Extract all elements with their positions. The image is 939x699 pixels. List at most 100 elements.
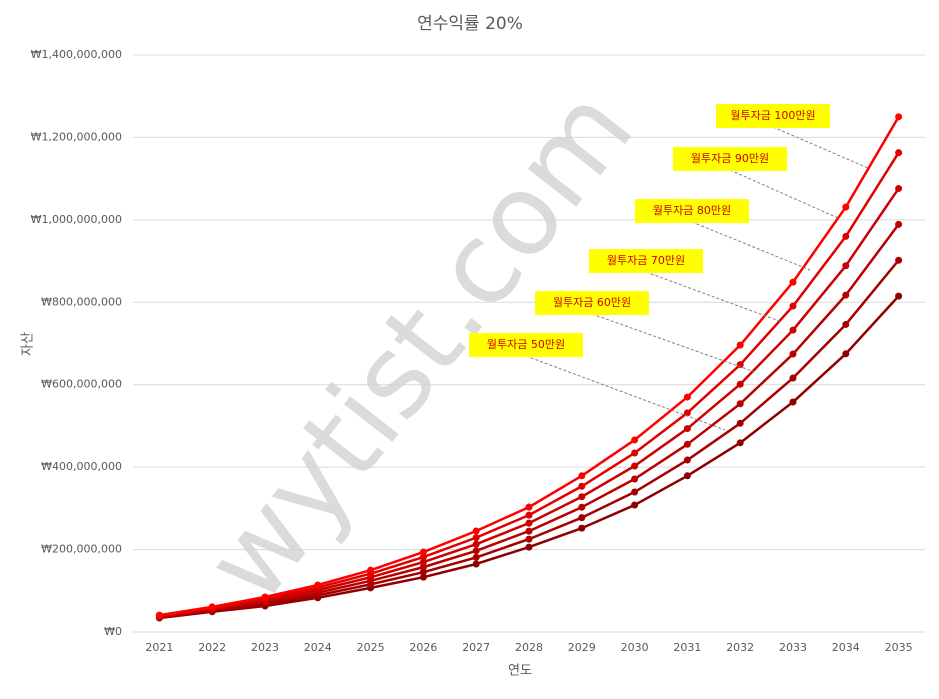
x-axis-label: 연도: [508, 664, 532, 679]
callout-label: 월투자금 70만원: [607, 254, 685, 267]
data-point: [472, 547, 480, 555]
y-tick-label: ₩1,400,000,000: [31, 48, 122, 61]
data-point: [419, 563, 427, 571]
data-point: [525, 527, 533, 535]
data-point: [631, 501, 639, 509]
data-point: [736, 400, 744, 408]
data-point: [683, 440, 691, 448]
callout-box: [716, 104, 830, 128]
data-point: [895, 149, 903, 157]
data-point: [525, 511, 533, 519]
data-point: [314, 581, 322, 589]
data-point: [789, 278, 797, 286]
data-point: [683, 472, 691, 480]
data-point: [789, 326, 797, 334]
data-point: [736, 341, 744, 349]
x-tick-label: 2022: [198, 641, 226, 654]
y-tick-label: ₩1,000,000,000: [31, 213, 122, 226]
callout-label: 월투자금 100만원: [730, 109, 815, 122]
data-point: [419, 558, 427, 566]
x-tick-label: 2023: [251, 641, 279, 654]
data-point: [631, 475, 639, 483]
callout-leader: [645, 271, 783, 323]
callout-box: [535, 291, 649, 315]
data-point: [842, 320, 850, 328]
data-point: [419, 573, 427, 581]
data-point: [631, 462, 639, 470]
data-point: [683, 456, 691, 464]
callout-label: 월투자금 80만원: [653, 204, 731, 217]
x-tick-label: 2035: [885, 641, 913, 654]
y-tick-label: ₩600,000,000: [41, 378, 122, 391]
data-point: [367, 566, 375, 574]
x-tick-label: 2024: [304, 641, 332, 654]
data-point: [525, 535, 533, 543]
callout-leader: [772, 126, 869, 169]
data-point: [789, 302, 797, 310]
x-tick-label: 2031: [673, 641, 701, 654]
x-tick-label: 2025: [357, 641, 385, 654]
data-point: [419, 568, 427, 576]
data-point: [419, 553, 427, 561]
y-tick-label: ₩1,200,000,000: [31, 130, 122, 143]
data-point: [789, 398, 797, 406]
data-point: [525, 503, 533, 511]
data-point: [261, 593, 269, 601]
data-point: [895, 256, 903, 264]
x-tick-label: 2027: [462, 641, 490, 654]
data-point: [789, 374, 797, 382]
data-point: [842, 232, 850, 240]
x-tick-label: 2029: [568, 641, 596, 654]
data-point: [578, 524, 586, 532]
data-point: [789, 350, 797, 358]
x-tick-label: 2032: [726, 641, 754, 654]
data-point: [895, 220, 903, 228]
data-point: [578, 514, 586, 522]
data-point: [631, 449, 639, 457]
data-point: [578, 493, 586, 501]
y-axis-label: 자산: [21, 332, 36, 356]
callout-leader: [591, 313, 756, 373]
callout-box: [635, 199, 749, 223]
callout-label: 월투자금 50만원: [487, 338, 565, 351]
data-point: [472, 534, 480, 542]
data-point: [842, 262, 850, 270]
x-tick-label: 2026: [409, 641, 437, 654]
callout-label: 월투자금 60만원: [553, 296, 631, 309]
data-point: [683, 409, 691, 417]
data-point: [472, 553, 480, 561]
data-point: [683, 393, 691, 401]
y-tick-label: ₩200,000,000: [41, 543, 122, 556]
data-point: [472, 560, 480, 568]
data-point: [842, 203, 850, 211]
x-tick-label: 2028: [515, 641, 543, 654]
chart-title: 연수익률 20%: [417, 14, 523, 34]
x-tick-label: 2034: [832, 641, 860, 654]
data-point: [578, 482, 586, 490]
x-tick-label: 2021: [145, 641, 173, 654]
y-tick-label: ₩400,000,000: [41, 460, 122, 473]
data-point: [472, 527, 480, 535]
callout-box: [469, 333, 583, 357]
callout-box: [673, 147, 787, 171]
data-point: [472, 540, 480, 548]
data-point: [631, 436, 639, 444]
data-point: [842, 291, 850, 299]
callout-label: 월투자금 90만원: [691, 152, 769, 165]
callout-box: [589, 249, 703, 273]
data-point: [842, 350, 850, 358]
data-point: [208, 603, 216, 611]
data-point: [895, 113, 903, 121]
data-point: [155, 611, 163, 619]
data-point: [736, 439, 744, 447]
callout-leader: [691, 221, 811, 271]
data-point: [631, 488, 639, 496]
y-tick-label: ₩800,000,000: [41, 295, 122, 308]
data-point: [895, 292, 903, 300]
data-point: [736, 419, 744, 427]
data-point: [419, 548, 427, 556]
y-tick-label: ₩0: [104, 625, 122, 638]
x-tick-label: 2033: [779, 641, 807, 654]
